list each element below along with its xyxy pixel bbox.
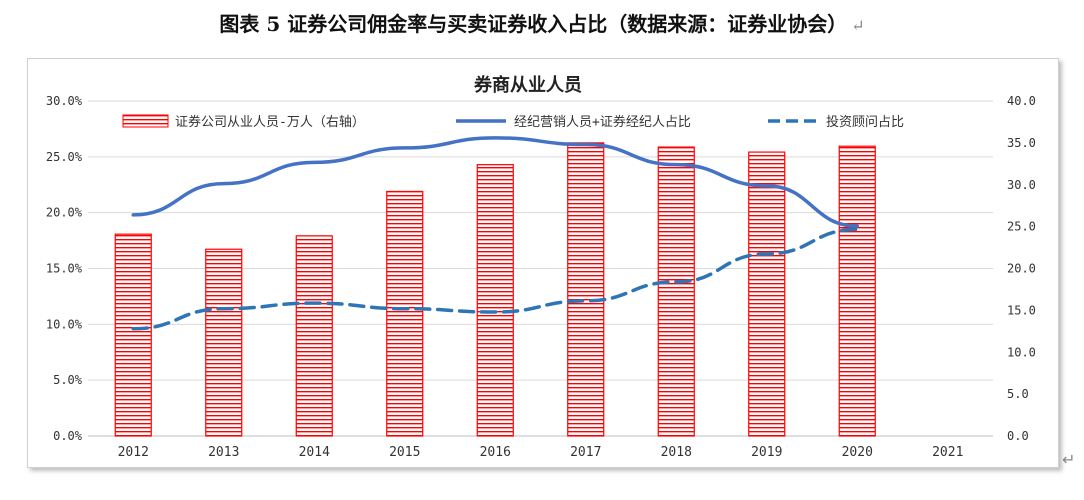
x-tick-label: 2015 bbox=[389, 445, 420, 460]
left-tick-label: 0.0% bbox=[53, 429, 83, 443]
line-series bbox=[131, 136, 859, 331]
left-tick-label: 10.0% bbox=[46, 317, 83, 331]
legend-label-dashed: 投资顾问占比 bbox=[826, 114, 904, 130]
x-tick-label: 2016 bbox=[480, 445, 511, 460]
document-caption: 图表 5 证券公司佣金率与买卖证券收入占比（数据来源：证券业协会） ↵ bbox=[0, 8, 1084, 37]
bar bbox=[295, 235, 333, 437]
x-tick-label: 2013 bbox=[208, 445, 239, 460]
left-tick-label: 25.0% bbox=[46, 150, 83, 164]
x-tick-label: 2012 bbox=[118, 445, 149, 460]
bar bbox=[205, 248, 243, 437]
x-axis-ticks: 2012 2013 2014 2015 2016 2017 2018 2019 2020 2021 bbox=[118, 445, 964, 460]
trailing-paragraph-mark-icon: ↵ bbox=[1062, 450, 1076, 469]
bar bbox=[476, 164, 514, 437]
right-tick-label: 0.0 bbox=[1007, 429, 1029, 443]
right-tick-label: 30.0 bbox=[1007, 178, 1036, 192]
bar-series bbox=[114, 142, 876, 437]
x-tick-label: 2021 bbox=[932, 445, 963, 460]
bar bbox=[567, 142, 605, 437]
x-tick-label: 2019 bbox=[751, 445, 782, 460]
caption-text: 图表 5 证券公司佣金率与买卖证券收入占比（数据来源：证券业协会） bbox=[219, 12, 848, 36]
right-tick-label: 20.0 bbox=[1007, 262, 1036, 276]
right-axis-ticks: 0.0 5.0 10.0 15.0 20.0 25.0 30.0 35.0 40.0 bbox=[1007, 94, 1036, 443]
x-tick-label: 2018 bbox=[661, 445, 692, 460]
left-tick-label: 20.0% bbox=[46, 206, 83, 220]
right-tick-label: 10.0 bbox=[1007, 345, 1036, 359]
series-line-solid bbox=[131, 136, 859, 228]
x-tick-label: 2020 bbox=[842, 445, 873, 460]
legend-swatch-bars bbox=[122, 114, 169, 128]
left-tick-label: 30.0% bbox=[46, 94, 83, 108]
left-axis-ticks: 0.0% 5.0% 10.0% 15.0% 20.0% 25.0% 30.0% bbox=[46, 94, 83, 443]
left-tick-label: 5.0% bbox=[53, 373, 83, 387]
chart-canvas: 券商从业人员 0.0% 5.0% 10.0% 15.0% 20.0% 25.0% 30.0%… bbox=[46, 74, 1036, 460]
bar bbox=[657, 146, 695, 437]
x-tick-label: 2014 bbox=[299, 445, 330, 460]
legend: 证券公司从业人员-万人（右轴） 经纪营销人员+证券经纪人占比 投资顾问占比 bbox=[122, 114, 904, 130]
bar bbox=[386, 190, 424, 437]
bar bbox=[114, 233, 152, 437]
chart-title: 券商从业人员 bbox=[473, 74, 582, 96]
right-tick-label: 40.0 bbox=[1007, 94, 1036, 108]
left-tick-label: 15.0% bbox=[46, 262, 83, 276]
series-line-dashed bbox=[131, 227, 859, 331]
right-tick-label: 5.0 bbox=[1007, 387, 1029, 401]
bar bbox=[838, 145, 876, 437]
right-tick-label: 25.0 bbox=[1007, 220, 1036, 234]
legend-label-bars: 证券公司从业人员-万人（右轴） bbox=[175, 114, 365, 130]
right-tick-label: 15.0 bbox=[1007, 303, 1036, 317]
right-tick-label: 35.0 bbox=[1007, 136, 1036, 150]
x-tick-label: 2017 bbox=[570, 445, 601, 460]
paragraph-mark-icon: ↵ bbox=[851, 16, 865, 35]
chart-frame: 券商从业人员 0.0% 5.0% 10.0% 15.0% 20.0% 25.0% 30.0%… bbox=[27, 58, 1059, 468]
bar bbox=[748, 151, 786, 437]
legend-label-line: 经纪营销人员+证券经纪人占比 bbox=[514, 114, 691, 130]
